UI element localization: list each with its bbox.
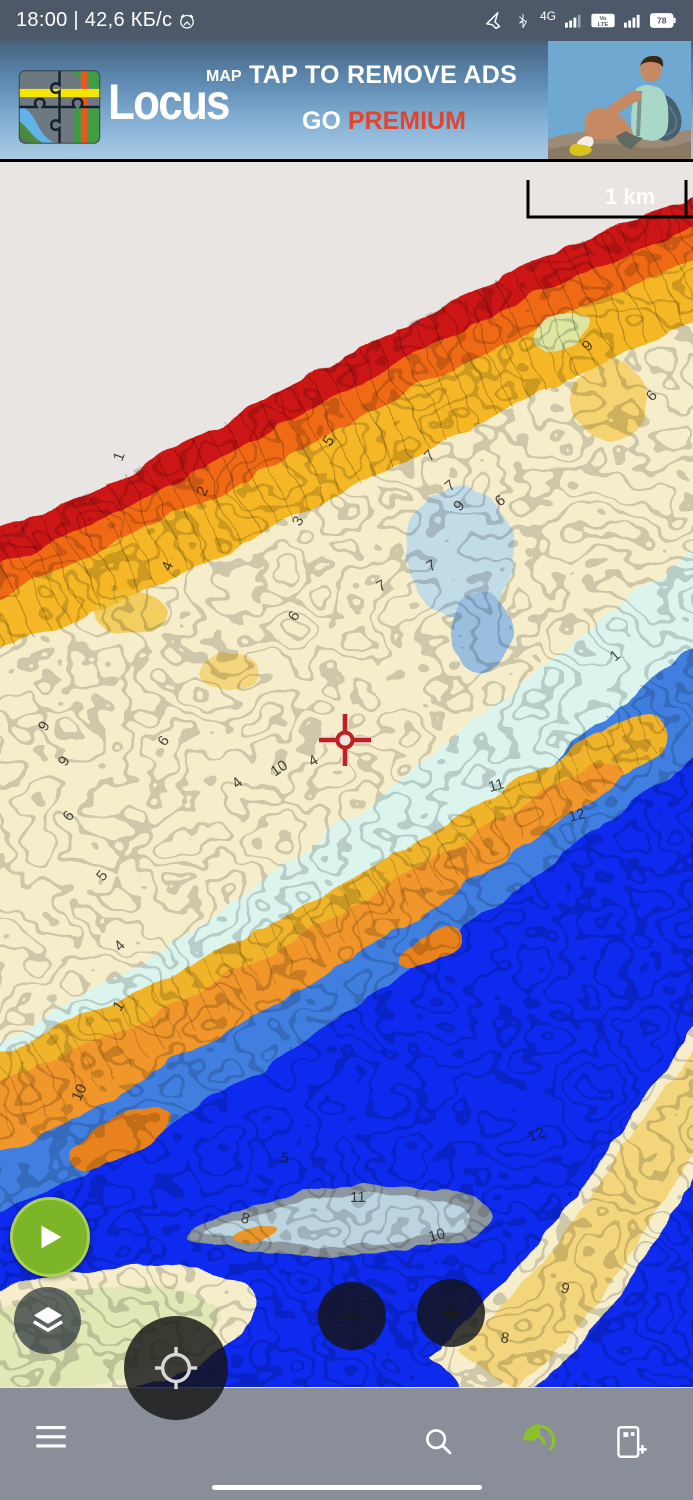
svg-text:1 km: 1 km <box>605 184 655 209</box>
svg-text:11: 11 <box>350 1189 366 1206</box>
svg-text:Vo: Vo <box>599 16 606 22</box>
svg-text:78: 78 <box>657 16 667 26</box>
svg-text:LTE: LTE <box>598 22 609 28</box>
